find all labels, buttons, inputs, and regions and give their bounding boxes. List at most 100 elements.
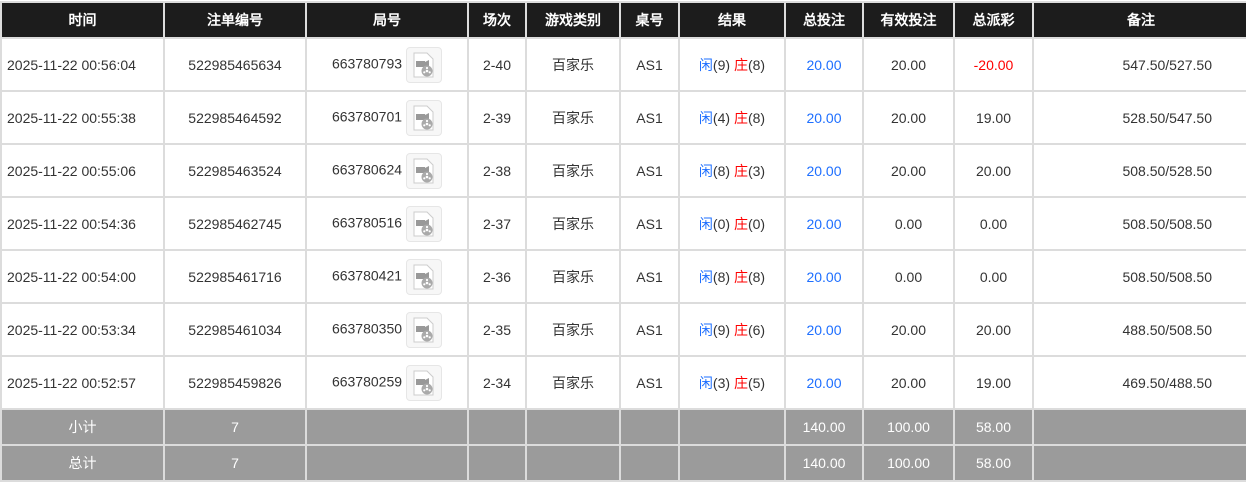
bet-time: 2025-11-22 00:54:00 [0, 249, 165, 304]
table-number: AS1 [619, 302, 680, 357]
note: 488.50/508.50 [1032, 302, 1246, 357]
player-points: (9) [712, 56, 731, 73]
banker-label: 庄 [733, 268, 748, 285]
banker-label: 庄 [733, 56, 748, 73]
table-number: AS1 [619, 196, 680, 251]
table-number: AS1 [619, 37, 680, 92]
bet-id: 522985462745 [163, 196, 307, 251]
bet-time: 2025-11-22 00:55:06 [0, 143, 165, 198]
round-cell: 663780259 [305, 355, 469, 410]
payout: 0.00 [953, 196, 1034, 251]
table-number: AS1 [619, 90, 680, 145]
banker-label: 庄 [733, 109, 748, 126]
table-header: 时间 注单编号 局号 场次 游戏类别 桌号 结果 总投注 有效投注 总派彩 备注 [0, 1, 1246, 39]
session: 2-35 [467, 302, 527, 357]
note: 508.50/528.50 [1032, 143, 1246, 198]
bet-time: 2025-11-22 00:54:36 [0, 196, 165, 251]
banker-points: (0) [747, 215, 766, 232]
payout: 20.00 [953, 302, 1034, 357]
video-replay-icon[interactable] [406, 99, 443, 136]
total-bet[interactable]: 20.00 [784, 249, 864, 304]
session: 2-39 [467, 90, 527, 145]
video-replay-icon[interactable] [406, 152, 443, 189]
valid-bet: 20.00 [862, 37, 955, 92]
banker-label: 庄 [733, 374, 748, 391]
valid-bet: 20.00 [862, 143, 955, 198]
total-bet[interactable]: 20.00 [784, 143, 864, 198]
total-bet[interactable]: 20.00 [784, 90, 864, 145]
summary-row: 总计 7 140.00 100.00 58.00 [0, 444, 1246, 482]
note: 508.50/508.50 [1032, 249, 1246, 304]
player-points: (4) [712, 109, 731, 126]
round-cell: 663780350 [305, 302, 469, 357]
summary-payout: 58.00 [953, 408, 1034, 446]
game-type: 百家乐 [525, 196, 621, 251]
valid-bet: 0.00 [862, 249, 955, 304]
bet-time: 2025-11-22 00:55:38 [0, 90, 165, 145]
player-label: 闲 [698, 374, 713, 391]
empty-cell [305, 408, 469, 446]
summary-total: 140.00 [784, 408, 864, 446]
game-type: 百家乐 [525, 355, 621, 410]
note: 469.50/488.50 [1032, 355, 1246, 410]
result: 闲(3) 庄(5) [678, 355, 786, 410]
round-number: 663780421 [331, 267, 403, 284]
video-replay-icon[interactable] [406, 258, 443, 295]
game-type: 百家乐 [525, 90, 621, 145]
summary-count: 7 [163, 408, 307, 446]
banker-points: (8) [747, 268, 766, 285]
video-replay-icon[interactable] [406, 311, 443, 348]
player-points: (8) [712, 162, 731, 179]
bet-time: 2025-11-22 00:52:57 [0, 355, 165, 410]
summary-label: 小计 [0, 408, 165, 446]
session: 2-40 [467, 37, 527, 92]
bet-time: 2025-11-22 00:53:34 [0, 302, 165, 357]
video-replay-icon[interactable] [406, 364, 443, 401]
table-row: 2025-11-22 00:54:00 522985461716 6637804… [0, 249, 1246, 304]
round-cell: 663780421 [305, 249, 469, 304]
video-replay-icon[interactable] [406, 205, 443, 242]
round-cell: 663780624 [305, 143, 469, 198]
round-number: 663780259 [331, 373, 403, 390]
empty-cell [619, 408, 680, 446]
column-header: 游戏类别 [525, 1, 621, 39]
payout: -20.00 [953, 37, 1034, 92]
round-number: 663780701 [331, 108, 403, 125]
banker-label: 庄 [733, 215, 748, 232]
column-header: 有效投注 [862, 1, 955, 39]
result: 闲(8) 庄(3) [678, 143, 786, 198]
valid-bet: 20.00 [862, 90, 955, 145]
bet-id: 522985461034 [163, 302, 307, 357]
summary-total: 140.00 [784, 444, 864, 482]
column-header: 备注 [1032, 1, 1246, 39]
video-replay-icon[interactable] [406, 46, 443, 83]
game-type: 百家乐 [525, 37, 621, 92]
summary-row: 小计 7 140.00 100.00 58.00 [0, 408, 1246, 446]
valid-bet: 20.00 [862, 355, 955, 410]
result: 闲(0) 庄(0) [678, 196, 786, 251]
player-points: (9) [712, 321, 731, 338]
round-cell: 663780516 [305, 196, 469, 251]
result: 闲(8) 庄(8) [678, 249, 786, 304]
total-bet[interactable]: 20.00 [784, 196, 864, 251]
total-bet[interactable]: 20.00 [784, 37, 864, 92]
table-row: 2025-11-22 00:55:06 522985463524 6637806… [0, 143, 1246, 198]
game-type: 百家乐 [525, 249, 621, 304]
player-points: (0) [712, 215, 731, 232]
table-row: 2025-11-22 00:54:36 522985462745 6637805… [0, 196, 1246, 251]
payout: 0.00 [953, 249, 1034, 304]
round-cell: 663780701 [305, 90, 469, 145]
banker-points: (6) [747, 321, 766, 338]
player-points: (8) [712, 268, 731, 285]
table-number: AS1 [619, 355, 680, 410]
player-points: (3) [712, 374, 731, 391]
empty-cell [467, 444, 527, 482]
note: 508.50/508.50 [1032, 196, 1246, 251]
empty-cell [305, 444, 469, 482]
total-bet[interactable]: 20.00 [784, 355, 864, 410]
total-bet[interactable]: 20.00 [784, 302, 864, 357]
result: 闲(9) 庄(6) [678, 302, 786, 357]
table-row: 2025-11-22 00:55:38 522985464592 6637807… [0, 90, 1246, 145]
bet-id: 522985465634 [163, 37, 307, 92]
